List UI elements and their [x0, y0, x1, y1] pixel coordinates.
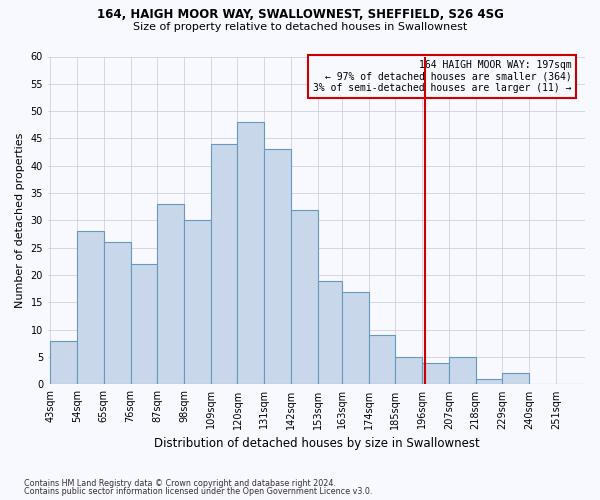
Bar: [422, 362, 449, 384]
Bar: [317, 280, 342, 384]
Text: Size of property relative to detached houses in Swallownest: Size of property relative to detached ho…: [133, 22, 467, 32]
Bar: [342, 292, 369, 384]
Bar: [157, 204, 184, 384]
Bar: [184, 220, 211, 384]
Y-axis label: Number of detached properties: Number of detached properties: [15, 133, 25, 308]
Text: 164, HAIGH MOOR WAY, SWALLOWNEST, SHEFFIELD, S26 4SG: 164, HAIGH MOOR WAY, SWALLOWNEST, SHEFFI…: [97, 8, 503, 20]
Bar: [211, 144, 238, 384]
Text: Contains public sector information licensed under the Open Government Licence v3: Contains public sector information licen…: [24, 487, 373, 496]
Bar: [238, 122, 264, 384]
Bar: [502, 374, 529, 384]
Bar: [77, 232, 104, 384]
Text: Contains HM Land Registry data © Crown copyright and database right 2024.: Contains HM Land Registry data © Crown c…: [24, 478, 336, 488]
Bar: [449, 357, 476, 384]
Bar: [131, 264, 157, 384]
Bar: [291, 210, 317, 384]
Text: 164 HAIGH MOOR WAY: 197sqm
← 97% of detached houses are smaller (364)
3% of semi: 164 HAIGH MOOR WAY: 197sqm ← 97% of deta…: [313, 60, 572, 93]
Bar: [369, 335, 395, 384]
X-axis label: Distribution of detached houses by size in Swallownest: Distribution of detached houses by size …: [154, 437, 479, 450]
Bar: [476, 379, 502, 384]
Bar: [395, 357, 422, 384]
Bar: [50, 340, 77, 384]
Bar: [264, 150, 291, 384]
Bar: [104, 242, 131, 384]
